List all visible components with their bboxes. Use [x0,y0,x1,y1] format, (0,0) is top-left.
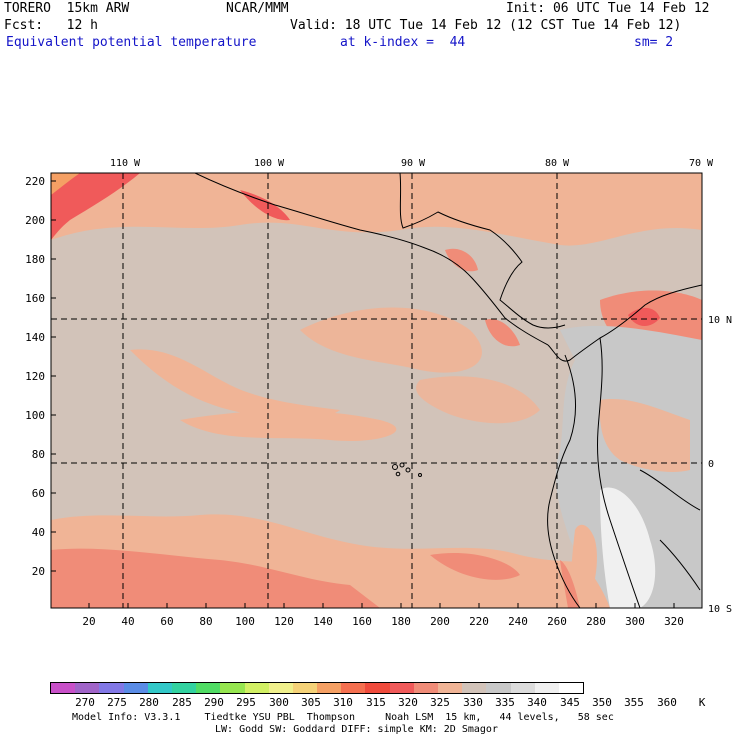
colorbar-label: 355 [624,696,644,709]
plot-frame [50,172,703,609]
colorbar-swatch [171,683,197,693]
lat-lon-grid [51,173,702,608]
colorbar-swatch [123,683,148,693]
x-tick-label: 40 [121,615,134,628]
map-plot: 110 W 100 W 90 W 80 W 70 W 10 N 0 10 S 2… [25,158,732,628]
colorbar-swatch [558,683,584,693]
x-tick-label: 100 [235,615,255,628]
x-tick-label: 80 [199,615,212,628]
colorbar-swatch [413,683,438,693]
field-name: Equivalent potential temperature [6,35,257,50]
init-time: Init: 06 UTC Tue 14 Feb 12 [506,1,710,16]
colorbar-swatch [510,683,535,693]
x-tick-label: 20 [82,615,95,628]
colorbar-swatch [75,683,100,693]
x-tick-label: 280 [586,615,606,628]
y-tick-label: 220 [25,175,45,188]
x-tick-label: 140 [313,615,333,628]
colorbar-swatch [147,683,172,693]
colorbar-swatch [292,683,318,693]
y-tick-label: 40 [32,526,45,539]
colorbar-swatch [341,683,366,693]
colorbar-labels: 270 275 280 285 290 295 300 305 310 315 … [50,696,710,709]
colorbar-label: 290 [204,696,224,709]
colorbar-label: 280 [139,696,159,709]
model-info-line1: Model Info: V3.3.1 Tiedtke YSU PBL Thomp… [72,712,614,723]
coastlines [194,173,702,608]
lat-label-10n: 10 N [708,315,732,326]
organization: NCAR/MMM [226,1,289,16]
colorbar-label: 275 [107,696,127,709]
lon-label-90w: 90 W [401,158,426,169]
lat-label-10s: 10 S [708,604,732,615]
colorbar-swatch [462,683,487,693]
colorbar-label: 350 [592,696,612,709]
x-tick-label: 160 [352,615,372,628]
theta-e-field [51,173,702,608]
colorbar-label: 325 [430,696,450,709]
colorbar-swatch [268,683,293,693]
colorbar-swatch [365,683,390,693]
y-tick-label: 60 [32,487,45,500]
colorbar-label: 305 [301,696,321,709]
x-tick-label: 120 [274,615,294,628]
x-axis-ticks [88,603,675,608]
x-tick-label: 240 [508,615,528,628]
colorbar-label: 335 [495,696,515,709]
valid-time: Valid: 18 UTC Tue 14 Feb 12 (12 CST Tue … [290,18,682,33]
colorbar-swatch [51,683,76,693]
colorbar-label: 340 [527,696,547,709]
y-tick-label: 180 [25,253,45,266]
colorbar-swatch [438,683,463,693]
colorbar-swatch [99,683,124,693]
lon-label-110w: 110 W [110,158,141,169]
lat-label-0: 0 [708,459,714,470]
y-tick-label: 160 [25,292,45,305]
y-tick-label: 80 [32,448,45,461]
colorbar-swatch [389,683,414,693]
colorbar-swatch [244,683,269,693]
model-info-line2: LW: Godd SW: Goddard DIFF: simple KM: 2D… [215,724,498,735]
colorbar-label: 315 [366,696,386,709]
y-tick-label: 200 [25,214,45,227]
colorbar-label: 295 [236,696,256,709]
lon-label-100w: 100 W [254,158,285,169]
x-tick-label: 200 [430,615,450,628]
lon-label-70w: 70 W [689,158,714,169]
colorbar-swatch [534,683,559,693]
colorbar-swatch [317,683,342,693]
x-tick-label: 220 [469,615,489,628]
colorbar-label: 310 [333,696,353,709]
y-axis-ticks [51,180,56,572]
colorbar [50,682,585,694]
y-tick-label: 100 [25,409,45,422]
y-tick-label: 120 [25,370,45,383]
x-tick-label: 300 [625,615,645,628]
colorbar-label: 300 [269,696,289,709]
level-info: at k-index = 44 [340,35,466,50]
x-tick-label: 60 [160,615,173,628]
colorbar-swatch [196,683,221,693]
colorbar-label: 345 [560,696,580,709]
forecast-hour: Fcst: 12 h [4,18,98,33]
smoothing-info: sm= 2 [634,35,674,50]
colorbar-unit: K [698,696,706,709]
model-name: TORERO 15km ARW [4,1,130,16]
colorbar-label: 320 [398,696,418,709]
colorbar-label: 330 [463,696,483,709]
colorbar-label: 270 [75,696,95,709]
x-tick-label: 180 [391,615,411,628]
colorbar-label: 285 [172,696,192,709]
lon-label-80w: 80 W [545,158,570,169]
y-tick-label: 20 [32,565,45,578]
colorbar-swatch [486,683,511,693]
x-tick-label: 260 [547,615,567,628]
colorbar-swatch [220,683,245,693]
y-tick-label: 140 [25,331,45,344]
colorbar-label: 360 [657,696,677,709]
x-tick-label: 320 [664,615,684,628]
